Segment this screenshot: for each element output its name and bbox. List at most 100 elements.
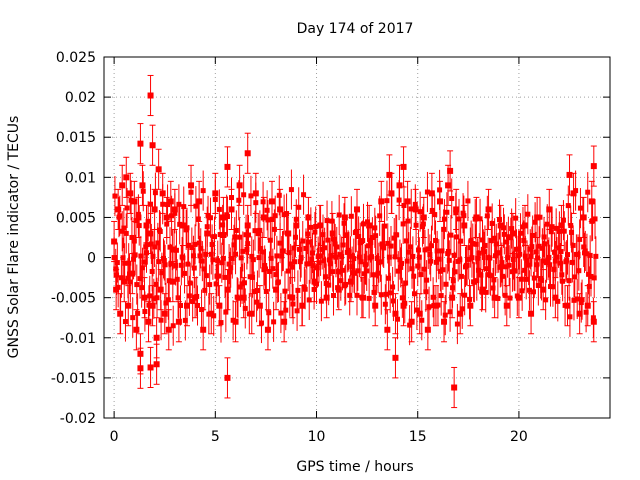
- point-marker: [372, 225, 378, 231]
- data-point: [240, 277, 247, 319]
- point-marker: [457, 310, 464, 317]
- point-marker: [306, 297, 312, 303]
- point-marker: [474, 278, 480, 284]
- point-marker: [458, 238, 464, 244]
- point-marker: [458, 273, 464, 279]
- point-marker: [180, 255, 186, 261]
- point-marker: [133, 218, 139, 224]
- point-marker: [583, 309, 589, 315]
- point-marker: [347, 292, 353, 298]
- point-marker: [220, 214, 227, 221]
- point-marker: [556, 228, 562, 234]
- data-point: [590, 301, 597, 343]
- point-marker: [555, 298, 561, 304]
- point-marker: [422, 247, 428, 253]
- point-marker: [559, 272, 565, 278]
- point-marker: [578, 300, 584, 306]
- point-marker: [382, 301, 388, 307]
- point-marker: [496, 250, 502, 256]
- point-marker: [251, 289, 257, 295]
- point-marker: [131, 256, 137, 262]
- point-marker: [203, 251, 209, 257]
- point-marker: [420, 224, 426, 230]
- point-marker: [488, 238, 494, 244]
- point-marker: [132, 252, 138, 258]
- data-point: [564, 285, 571, 327]
- point-marker: [351, 256, 357, 262]
- point-marker: [400, 163, 407, 170]
- data-point: [372, 285, 379, 327]
- point-marker: [552, 249, 558, 255]
- point-marker: [590, 163, 597, 170]
- point-marker: [184, 225, 190, 231]
- data-point: [159, 172, 166, 214]
- point-marker: [241, 280, 247, 286]
- point-marker: [295, 287, 301, 293]
- data-point: [392, 293, 399, 335]
- point-marker: [378, 198, 385, 205]
- point-marker: [127, 279, 133, 285]
- point-marker: [165, 326, 172, 333]
- point-marker: [135, 214, 142, 221]
- point-marker: [409, 266, 415, 272]
- point-marker: [244, 222, 251, 229]
- point-marker: [510, 256, 516, 262]
- point-marker: [294, 308, 300, 314]
- point-marker: [244, 246, 250, 252]
- point-marker: [384, 198, 390, 204]
- point-marker: [264, 207, 270, 213]
- point-marker: [428, 190, 435, 197]
- point-marker: [131, 198, 138, 205]
- point-marker: [285, 268, 291, 274]
- point-marker: [464, 262, 470, 268]
- point-marker: [487, 255, 493, 261]
- point-marker: [190, 299, 196, 305]
- point-marker: [558, 249, 564, 255]
- point-marker: [539, 277, 545, 283]
- point-marker: [366, 222, 373, 229]
- point-marker: [354, 292, 360, 298]
- point-marker: [166, 278, 172, 284]
- point-marker: [406, 249, 412, 255]
- point-marker: [276, 192, 282, 198]
- x-axis-label: GPS time / hours: [296, 459, 413, 475]
- point-marker: [556, 245, 562, 251]
- point-marker: [535, 255, 541, 261]
- point-marker: [121, 278, 128, 285]
- data-point: [133, 309, 140, 351]
- point-marker: [399, 295, 405, 301]
- point-marker: [526, 287, 532, 293]
- point-marker: [208, 310, 215, 317]
- data-point: [260, 196, 267, 238]
- point-marker: [530, 289, 536, 295]
- point-marker: [231, 242, 237, 248]
- point-marker: [113, 286, 120, 293]
- data-point: [392, 337, 399, 379]
- data-point: [277, 188, 284, 230]
- data-point: [248, 293, 255, 335]
- y-tick-label: 0.025: [56, 50, 96, 66]
- point-marker: [392, 254, 398, 260]
- point-marker: [236, 182, 243, 189]
- point-marker: [155, 240, 161, 246]
- point-marker: [150, 253, 156, 259]
- point-marker: [147, 92, 154, 99]
- point-marker: [121, 225, 127, 231]
- point-marker: [237, 234, 243, 240]
- point-marker: [513, 215, 519, 221]
- point-marker: [548, 229, 554, 235]
- point-marker: [144, 242, 150, 248]
- point-marker: [462, 292, 468, 298]
- data-point: [147, 74, 154, 117]
- data-point: [236, 164, 243, 206]
- point-marker: [372, 302, 379, 309]
- point-marker: [254, 288, 260, 294]
- point-marker: [137, 365, 144, 372]
- point-marker: [183, 302, 190, 309]
- point-marker: [265, 217, 271, 223]
- point-marker: [386, 171, 393, 178]
- point-marker: [590, 318, 597, 325]
- point-marker: [360, 294, 367, 301]
- point-marker: [388, 190, 395, 197]
- point-marker: [262, 262, 268, 268]
